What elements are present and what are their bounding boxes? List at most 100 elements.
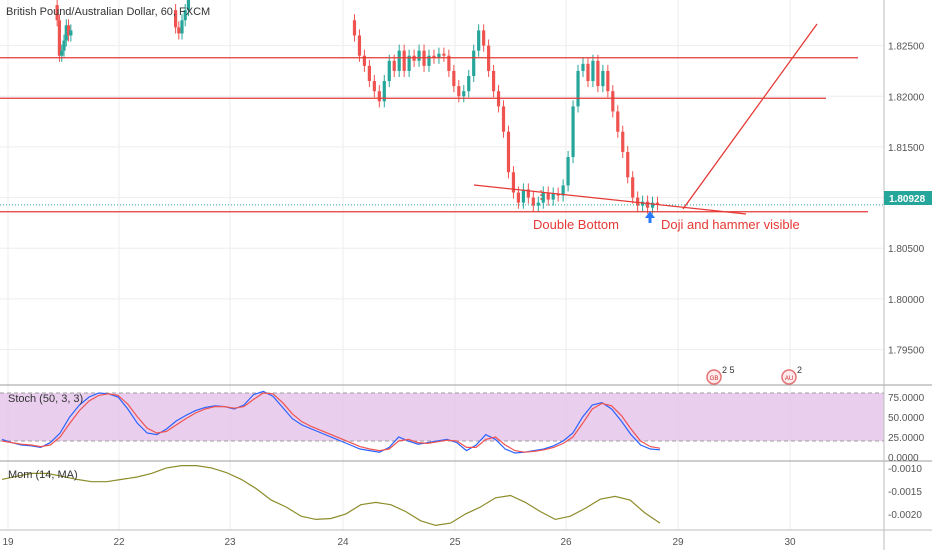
candle[interactable] — [650, 196, 655, 214]
candle[interactable] — [506, 125, 511, 179]
candle-body — [462, 91, 466, 97]
candle[interactable] — [57, 14, 62, 62]
candle-body — [362, 55, 367, 66]
grid-lines — [0, 0, 884, 530]
candle[interactable] — [452, 64, 456, 93]
candle[interactable] — [183, 4, 187, 27]
candle[interactable] — [392, 54, 396, 77]
candle[interactable] — [551, 187, 555, 206]
candle[interactable] — [352, 14, 357, 42]
event-badge[interactable]: AU 2 — [781, 365, 802, 385]
neckline-trendline[interactable] — [473, 184, 747, 215]
mom-title: Mom (14, MA) — [8, 469, 78, 481]
candle[interactable] — [55, 0, 59, 27]
momentum-pane[interactable] — [1, 465, 661, 527]
candle[interactable] — [397, 44, 401, 77]
candle[interactable] — [472, 44, 476, 83]
candle-body — [641, 201, 645, 206]
candle[interactable] — [616, 105, 620, 138]
candle[interactable] — [511, 166, 516, 199]
candle[interactable] — [521, 183, 525, 209]
candle[interactable] — [407, 49, 411, 77]
candle[interactable] — [566, 150, 570, 192]
price-pane[interactable] — [0, 0, 884, 214]
candle[interactable] — [362, 49, 367, 72]
candle[interactable] — [377, 85, 381, 108]
last-price-value: 1.80928 — [889, 194, 926, 205]
candle[interactable] — [655, 196, 660, 211]
candle[interactable] — [576, 64, 580, 113]
momentum-line[interactable] — [1, 465, 661, 527]
candle[interactable] — [606, 64, 610, 98]
candle-body — [407, 55, 411, 71]
candle[interactable] — [66, 19, 71, 42]
candle[interactable] — [561, 179, 565, 202]
candle[interactable] — [631, 171, 635, 204]
mom-y-tick-label: -0.0015 — [888, 487, 922, 498]
x-tick-label: 30 — [784, 537, 796, 548]
candle-body — [180, 20, 184, 34]
candle[interactable] — [60, 44, 64, 62]
candle[interactable] — [586, 57, 590, 88]
candle[interactable] — [462, 85, 466, 103]
candle[interactable] — [591, 54, 595, 88]
candle-body — [655, 202, 660, 205]
candle-body — [57, 20, 62, 56]
candle[interactable] — [611, 85, 615, 118]
candle[interactable] — [186, 0, 190, 17]
candle-body — [367, 65, 371, 82]
candle[interactable] — [174, 4, 178, 34]
candle[interactable] — [427, 49, 431, 72]
x-tick-label: 29 — [672, 537, 684, 548]
candle[interactable] — [491, 64, 496, 98]
candle-body — [62, 40, 66, 51]
y-tick-label: 1.80500 — [888, 244, 925, 255]
candle[interactable] — [69, 24, 73, 42]
candle[interactable] — [447, 49, 451, 77]
candle[interactable] — [621, 125, 625, 159]
candle[interactable] — [372, 74, 376, 98]
candle[interactable] — [477, 24, 481, 57]
projection-line[interactable] — [682, 23, 818, 210]
candle-body — [566, 157, 570, 186]
candle[interactable] — [387, 54, 391, 88]
candle[interactable] — [645, 195, 650, 214]
candle[interactable] — [382, 74, 386, 108]
candle[interactable] — [442, 47, 446, 62]
candle[interactable] — [531, 191, 535, 212]
candle-body — [392, 60, 396, 71]
candle[interactable] — [526, 183, 530, 204]
candle[interactable] — [432, 49, 436, 64]
candle-body — [601, 70, 605, 87]
stoch-d-line[interactable] — [1, 392, 661, 453]
candle-body — [417, 50, 421, 61]
candle[interactable] — [417, 44, 421, 67]
event-badge[interactable]: GB 2 5 — [706, 365, 735, 385]
candle[interactable] — [626, 145, 630, 184]
candle[interactable] — [402, 44, 406, 77]
candle[interactable] — [641, 195, 645, 212]
candle[interactable] — [636, 191, 640, 212]
annotations-layer[interactable] — [0, 23, 868, 223]
candle[interactable] — [501, 100, 506, 138]
candle[interactable] — [357, 29, 362, 62]
candle[interactable] — [367, 59, 371, 88]
candle[interactable] — [482, 24, 486, 52]
stochastic-pane[interactable] — [0, 390, 884, 454]
candle[interactable] — [177, 21, 181, 40]
arrow-up-icon — [645, 211, 655, 223]
candle[interactable] — [64, 19, 68, 47]
candle[interactable] — [571, 100, 575, 164]
candle-body — [69, 30, 73, 36]
candle[interactable] — [596, 54, 600, 93]
candle-body — [636, 197, 640, 206]
candle[interactable] — [437, 47, 441, 64]
candle[interactable] — [601, 64, 605, 93]
candle[interactable] — [546, 186, 550, 206]
candle[interactable] — [180, 14, 184, 40]
candle[interactable] — [62, 34, 66, 57]
candle[interactable] — [581, 57, 585, 77]
candle[interactable] — [467, 69, 471, 98]
candle[interactable] — [536, 196, 540, 212]
